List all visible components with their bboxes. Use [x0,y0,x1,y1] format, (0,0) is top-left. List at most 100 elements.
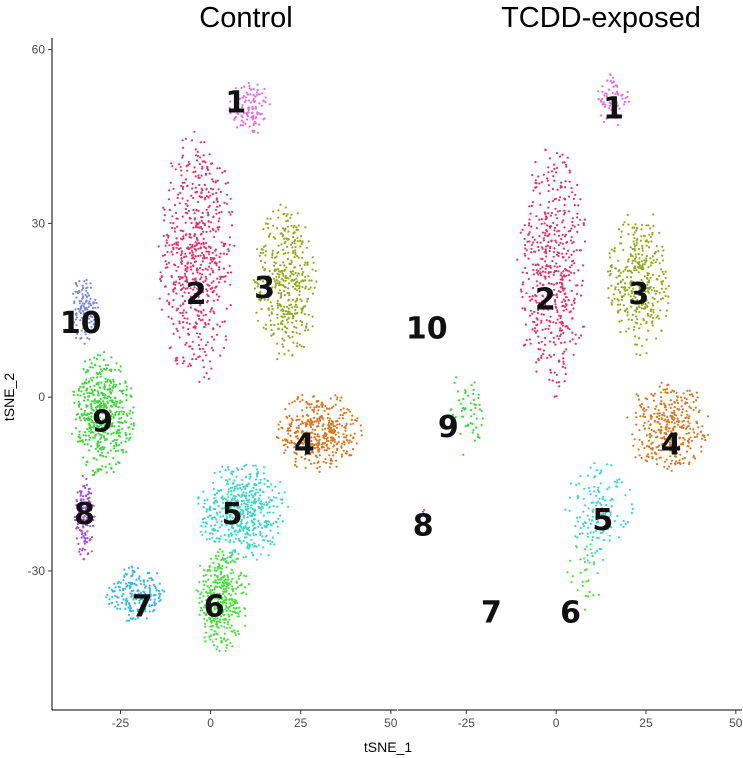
point-cluster-2 [546,230,549,233]
point-cluster-4 [645,434,648,437]
point-cluster-2 [191,358,194,361]
point-cluster-9 [124,440,127,443]
point-cluster-9 [90,405,93,408]
point-cluster-3 [636,318,639,321]
point-cluster-2 [176,244,180,247]
point-cluster-9 [93,473,96,476]
point-cluster-2 [182,303,185,306]
point-cluster-2 [208,153,211,156]
point-cluster-2 [181,186,184,189]
point-cluster-5 [226,483,229,486]
point-cluster-4 [644,397,647,400]
point-cluster-2 [197,344,200,347]
point-cluster-5 [249,506,252,509]
point-cluster-4 [301,415,304,418]
point-cluster-3 [285,237,288,240]
point-cluster-2 [173,263,176,266]
point-cluster-6 [579,571,582,574]
point-cluster-3 [641,268,644,271]
point-cluster-5 [258,482,261,485]
point-cluster-7 [111,595,114,599]
point-cluster-3 [296,212,299,215]
point-cluster-3 [294,309,297,312]
point-cluster-2 [177,275,180,278]
point-cluster-5 [240,522,243,525]
point-cluster-4 [341,442,344,445]
point-cluster-9 [120,410,123,413]
point-cluster-9 [111,422,114,425]
point-cluster-2 [188,322,191,325]
point-cluster-2 [200,242,203,246]
point-cluster-2 [555,322,558,325]
point-cluster-4 [637,398,641,401]
point-cluster-2 [573,204,576,207]
point-cluster-4 [640,403,644,406]
point-cluster-4 [651,441,654,444]
point-cluster-8 [93,515,96,518]
point-cluster-3 [294,271,297,275]
point-cluster-3 [617,228,621,231]
point-cluster-10 [86,337,89,340]
point-cluster-2 [538,302,541,305]
point-cluster-5 [265,534,268,537]
point-cluster-6 [201,609,204,612]
point-cluster-5 [221,465,224,468]
point-cluster-3 [298,290,301,293]
point-cluster-2 [523,224,526,227]
point-cluster-3 [285,214,288,218]
point-cluster-1 [624,97,627,100]
point-cluster-6 [229,572,233,575]
point-cluster-8 [76,491,79,494]
point-cluster-4 [329,459,332,462]
point-cluster-2 [222,244,226,247]
point-cluster-3 [637,247,641,251]
point-cluster-5 [230,472,233,475]
point-cluster-2 [170,274,173,278]
point-cluster-5 [229,522,232,526]
point-cluster-2 [547,190,550,193]
point-cluster-5 [240,499,244,503]
point-cluster-9 [81,414,84,417]
point-cluster-9 [109,381,113,384]
point-cluster-3 [643,298,646,301]
point-cluster-2 [538,218,541,221]
point-cluster-6 [224,604,228,607]
point-cluster-7 [144,607,147,611]
point-cluster-9 [109,442,112,445]
point-cluster-2 [200,276,203,279]
point-cluster-6 [230,580,233,583]
point-cluster-10 [78,302,81,305]
point-cluster-5 [253,510,256,513]
point-cluster-3 [619,291,622,294]
point-cluster-5 [227,528,230,531]
point-cluster-5 [575,483,578,486]
point-cluster-3 [288,304,291,307]
point-cluster-2 [183,360,186,363]
point-cluster-2 [194,321,197,324]
point-cluster-4 [674,431,677,435]
point-cluster-9 [102,358,105,361]
point-cluster-6 [213,594,216,597]
point-cluster-5 [243,494,246,497]
point-cluster-4 [345,422,348,425]
point-cluster-9 [99,397,102,401]
point-cluster-3 [648,288,651,291]
point-cluster-6 [198,596,202,600]
point-cluster-3 [267,296,270,299]
point-cluster-5 [262,514,265,517]
point-cluster-5 [240,513,243,516]
point-cluster-9 [109,396,112,399]
point-cluster-2 [194,327,197,330]
point-cluster-2 [562,247,566,250]
point-cluster-6 [221,564,224,568]
point-cluster-1 [236,126,239,129]
point-cluster-9 [89,411,92,414]
point-cluster-5 [568,509,571,512]
point-cluster-4 [339,399,342,402]
point-cluster-2 [186,204,189,207]
point-cluster-5 [574,525,577,528]
point-cluster-5 [602,558,605,562]
point-cluster-9 [98,406,102,409]
cluster-label-5: 5 [222,497,243,532]
